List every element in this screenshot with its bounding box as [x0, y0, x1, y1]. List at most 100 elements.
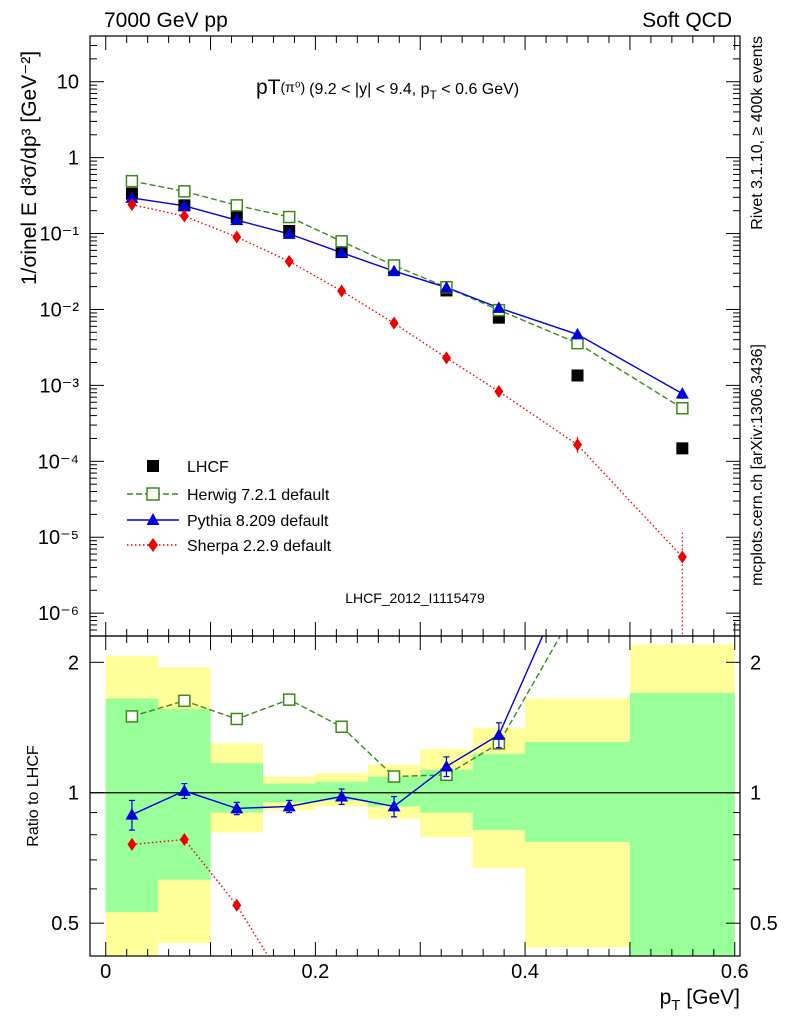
data-point-pythia	[387, 264, 401, 277]
ratio-y-tick-label: 0.5	[51, 913, 79, 935]
ratio-point-pythia	[177, 784, 191, 796]
ratio-point-herwig	[282, 693, 296, 706]
data-point-sherpa	[677, 550, 687, 564]
data-point-herwig	[125, 174, 139, 188]
data-point-pythia	[282, 227, 296, 239]
ratio-tick-labels: 2 2 1 1 0.5 0.5 0 0.2 0.4 0.6	[51, 652, 778, 983]
main-panel: 10 1 10⁻¹ 10⁻² 10⁻³ 10⁻⁴ 10⁻⁵ 10⁻⁶ pT(π⁰) (9.2 <…	[18, 35, 741, 637]
legend-marker-lhcf	[147, 460, 159, 472]
ratio-y-tick-label: 1	[68, 783, 79, 805]
x-tick-label: 0	[100, 961, 111, 983]
x-tick-label: 0.6	[721, 961, 749, 983]
main-marks	[125, 174, 689, 636]
y-tick-label: 10⁻⁶	[38, 603, 79, 625]
data-point-sherpa	[573, 438, 582, 452]
data-point-herwig	[676, 401, 689, 415]
legend-marker-herwig	[146, 487, 160, 501]
uncertainty-band-inner	[629, 692, 735, 956]
ratio-marks	[90, 636, 740, 997]
x-axis-label: pT [GeV]	[660, 986, 740, 1014]
plot-title-sup: (π⁰)	[281, 79, 306, 95]
series-line-sherpa	[131, 204, 683, 558]
ratio-y-tick-label: 2	[68, 652, 79, 674]
main-y-axis-label: 1/σinel E d³σ/dp³ [GeV⁻²]	[18, 51, 41, 285]
x-axis-label-unit: [GeV]	[680, 986, 740, 1009]
data-point-sherpa	[284, 254, 294, 268]
ratio-frame	[89, 635, 741, 957]
data-point-herwig	[282, 210, 296, 224]
data-point-pythia	[335, 246, 349, 258]
ratio-point-herwig	[335, 720, 348, 734]
data-point-pythia	[125, 191, 139, 203]
ratio-y-tick-label-right: 1	[750, 783, 761, 805]
ratio-point-herwig	[125, 710, 139, 723]
data-point-pythia	[230, 213, 244, 226]
ratio-point-sherpa	[285, 984, 294, 997]
ratio-point-pythia	[230, 801, 244, 814]
ratio-point-herwig	[387, 770, 401, 783]
data-point-sherpa	[337, 284, 347, 298]
main-series-group	[125, 174, 689, 636]
x-tick-label: 0.2	[301, 961, 329, 983]
legend: LHCF Herwig 7.2.1 default Pythia 8.209 d…	[127, 459, 332, 555]
data-point-herwig	[335, 235, 348, 248]
ratio-y-axis-label: Ratio to LHCF	[25, 745, 42, 847]
y-tick-label: 10⁻⁵	[38, 527, 79, 549]
legend-marker-pythia	[146, 513, 160, 525]
data-point-pythia	[492, 301, 506, 313]
legend-marker-sherpa	[148, 538, 158, 552]
data-point-pythia	[177, 199, 191, 211]
ratio-line-pythia	[131, 636, 544, 816]
data-point-sherpa	[441, 351, 451, 365]
y-tick-label: 10⁻¹	[40, 224, 80, 246]
y-tick-label: 1	[68, 148, 79, 170]
plot-title: pT(π⁰) (9.2 < |y| < 9.4, pT < 0.6 GeV)	[256, 76, 519, 102]
main-ticks	[90, 35, 740, 637]
legend-label-herwig: Herwig 7.2.1 default	[187, 487, 330, 504]
ratio-point-herwig	[178, 694, 191, 708]
data-point-pythia	[675, 387, 689, 399]
y-tick-label: 10⁻⁴	[38, 451, 79, 473]
ratio-point-pythia	[387, 799, 401, 812]
ratio-point-pythia	[439, 759, 453, 772]
ratio-point-sherpa	[232, 898, 242, 912]
plot-title-sub: T	[430, 88, 438, 102]
ratio-point-sherpa	[179, 833, 189, 847]
x-axis-label-p: p	[660, 986, 672, 1009]
data-point-lhcf	[571, 369, 584, 382]
data-point-lhcf	[676, 442, 689, 455]
y-tick-label: 10⁻³	[40, 375, 80, 397]
y-tick-label: 10⁻²	[40, 299, 80, 321]
uncertainty-band-inner	[525, 741, 630, 842]
ratio-point-pythia	[335, 790, 349, 802]
data-point-sherpa	[232, 230, 242, 244]
main-y-tick-labels: 10 1 10⁻¹ 10⁻² 10⁻³ 10⁻⁴ 10⁻⁵ 10⁻⁶	[38, 72, 80, 625]
data-point-herwig	[178, 185, 191, 198]
watermark-label: LHCF_2012_I1115479	[345, 590, 485, 606]
plot-title-main: pT	[256, 76, 281, 99]
ratio-panel: 2 2 1 1 0.5 0.5 0 0.2 0.4 0.6 Ratio to LHCF pT [G…	[25, 635, 778, 1014]
ratio-y-tick-label-right: 0.5	[750, 913, 778, 935]
category-label: Soft QCD	[642, 9, 732, 32]
plot-title-end: < 0.6 GeV)	[437, 81, 519, 98]
data-point-herwig	[230, 199, 244, 212]
ratio-point-pythia	[282, 799, 296, 812]
y-tick-label: 10	[57, 72, 79, 94]
series-line-pythia	[131, 197, 683, 395]
ratio-point-sherpa	[127, 837, 137, 851]
energy-label: 7000 GeV pp	[104, 9, 228, 32]
ratio-point-pythia	[492, 728, 506, 740]
ratio-line-herwig	[131, 636, 562, 778]
series-line-herwig	[131, 180, 683, 409]
legend-label-lhcf: LHCF	[187, 459, 229, 476]
ratio-y-tick-label-right: 2	[750, 652, 761, 674]
data-point-pythia	[571, 327, 584, 340]
ratio-series-group	[90, 636, 740, 997]
data-point-sherpa	[127, 198, 137, 212]
ratio-point-pythia	[125, 808, 139, 820]
x-tick-label: 0.4	[511, 961, 539, 983]
data-point-sherpa	[494, 385, 504, 399]
source-label: mcplots.cern.ch [arXiv:1306.3436]	[749, 344, 766, 586]
legend-label-sherpa: Sherpa 2.2.9 default	[187, 538, 332, 555]
